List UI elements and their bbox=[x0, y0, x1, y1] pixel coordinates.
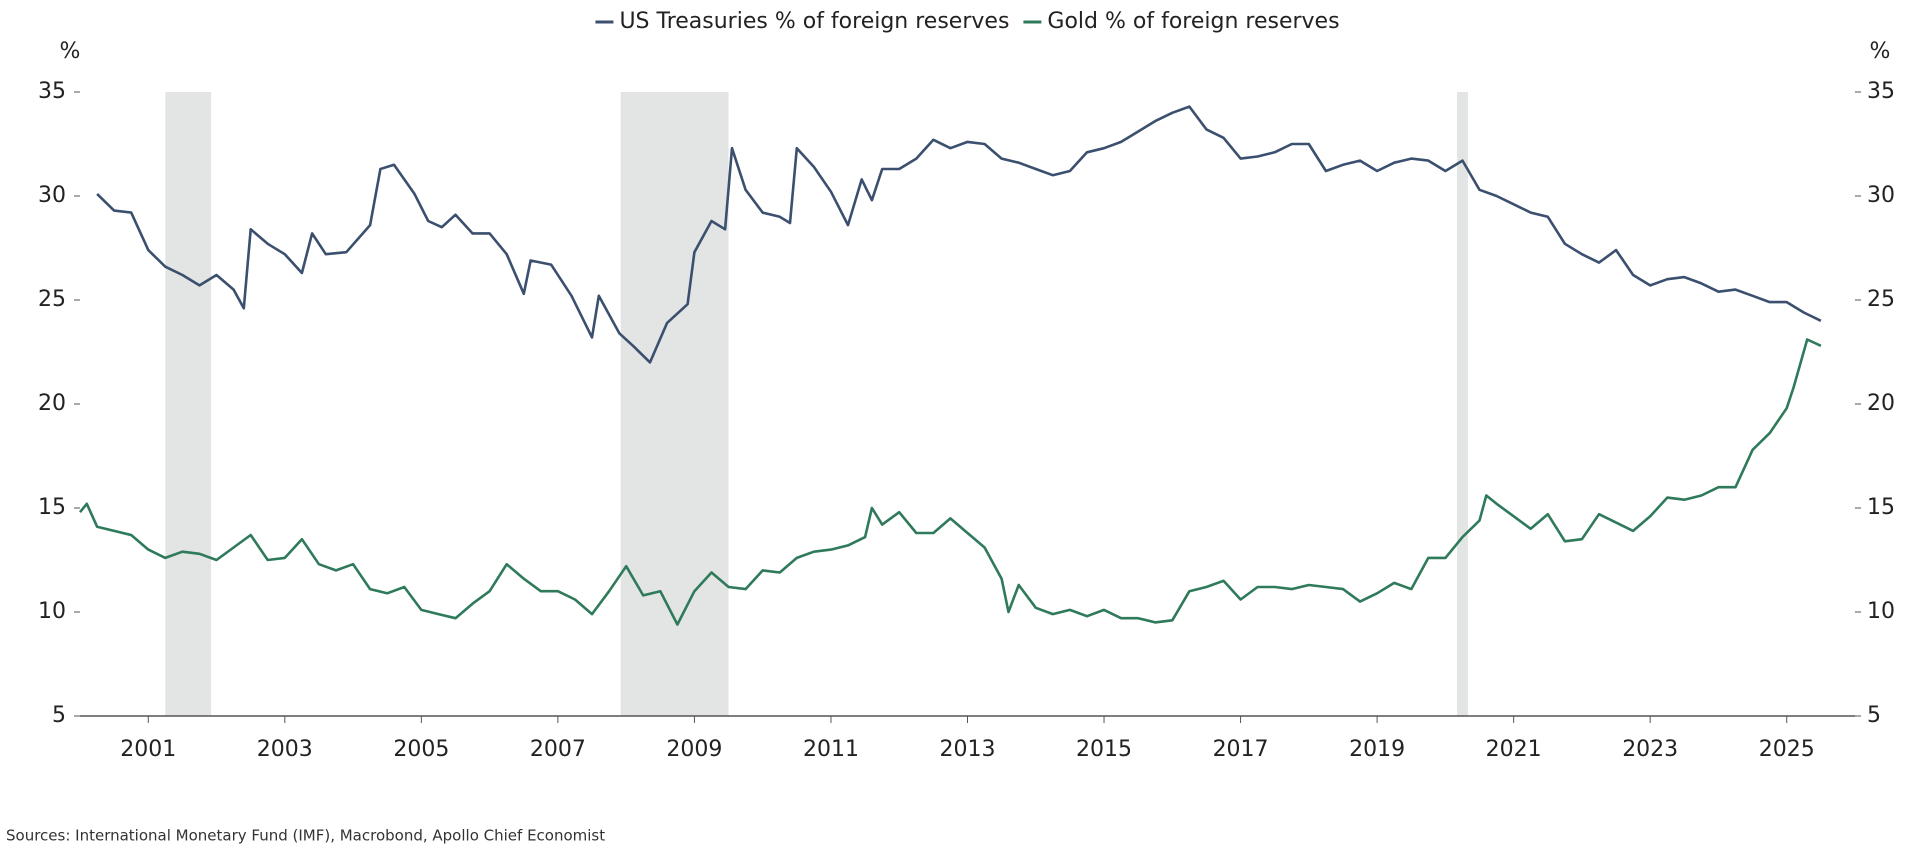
legend-label: US Treasuries % of foreign reserves bbox=[619, 9, 1009, 34]
y2-tick-label: 15 bbox=[1867, 495, 1895, 520]
x-tick-label: 2023 bbox=[1622, 737, 1678, 762]
series-line bbox=[96, 105, 1822, 364]
x-tick-label: 2025 bbox=[1759, 737, 1815, 762]
series-line bbox=[78, 338, 1822, 626]
x-tick-label: 2003 bbox=[257, 737, 313, 762]
y2-tick-label: 30 bbox=[1867, 183, 1895, 208]
y-tick-label: 15 bbox=[38, 495, 66, 520]
y2-tick-label: 10 bbox=[1867, 599, 1895, 624]
x-tick-label: 2001 bbox=[120, 737, 176, 762]
x-tick-label: 2009 bbox=[666, 737, 722, 762]
y-tick-label: 35 bbox=[38, 79, 66, 104]
y-tick-label: 25 bbox=[38, 287, 66, 312]
y-axis-unit: % bbox=[60, 39, 81, 64]
x-tick-label: 2013 bbox=[940, 737, 996, 762]
y2-axis-unit: % bbox=[1870, 39, 1891, 64]
y2-tick-label: 25 bbox=[1867, 287, 1895, 312]
y2-tick-label: 5 bbox=[1867, 703, 1881, 728]
x-tick-label: 2015 bbox=[1076, 737, 1132, 762]
x-tick-label: 2021 bbox=[1486, 737, 1542, 762]
y-tick-label: 10 bbox=[38, 599, 66, 624]
x-tick-label: 2005 bbox=[393, 737, 449, 762]
shaded-period bbox=[165, 92, 212, 716]
source-note: Sources: International Monetary Fund (IM… bbox=[6, 827, 605, 845]
legend-label: Gold % of foreign reserves bbox=[1047, 9, 1339, 34]
x-tick-label: 2019 bbox=[1349, 737, 1405, 762]
y-tick-label: 30 bbox=[38, 183, 66, 208]
x-tick-label: 2017 bbox=[1213, 737, 1269, 762]
x-tick-label: 2007 bbox=[530, 737, 586, 762]
y2-tick-label: 20 bbox=[1867, 391, 1895, 416]
x-tick-label: 2011 bbox=[803, 737, 859, 762]
shaded-period bbox=[1456, 92, 1468, 716]
y2-tick-label: 35 bbox=[1867, 79, 1895, 104]
shaded-period bbox=[620, 92, 729, 716]
y-tick-label: 20 bbox=[38, 391, 66, 416]
y-tick-label: 5 bbox=[52, 703, 66, 728]
